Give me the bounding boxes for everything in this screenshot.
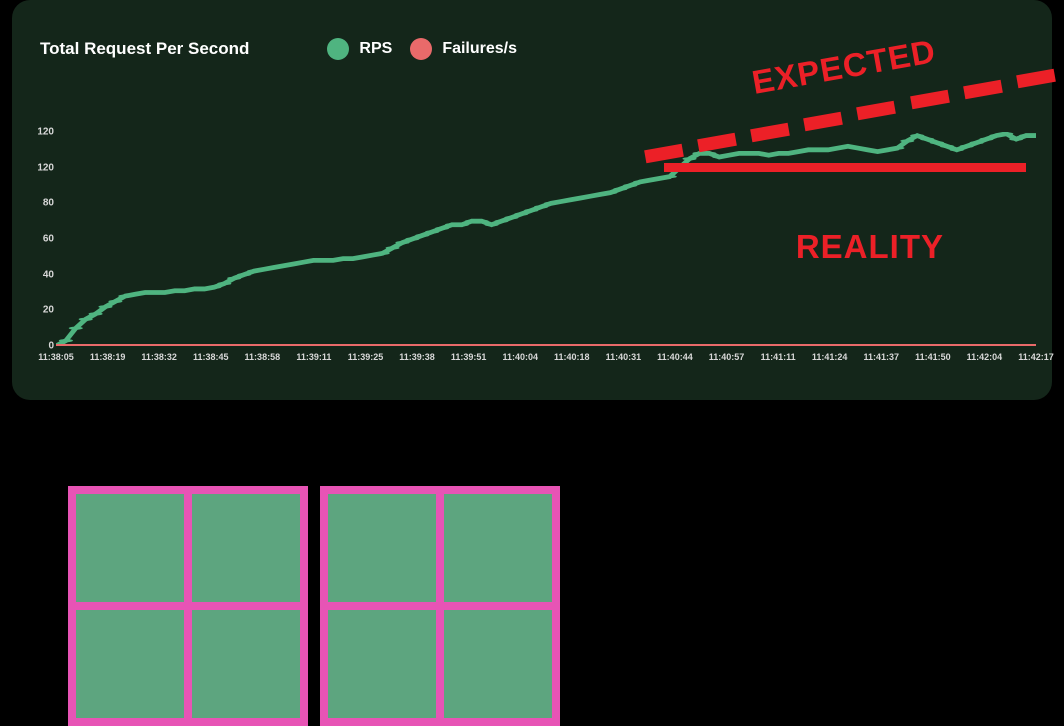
- y-tick: 0: [28, 341, 54, 352]
- x-tick: 11:38:32: [141, 352, 177, 362]
- expected-dash: [803, 112, 843, 131]
- x-tick: 11:38:05: [38, 352, 74, 362]
- chart-header: Total Request Per Second RPS Failures/s: [40, 38, 517, 60]
- grid-cell: [192, 610, 300, 718]
- x-tick: 11:42:17: [1018, 352, 1054, 362]
- x-tick: 11:40:18: [554, 352, 590, 362]
- grids-container: [68, 486, 560, 726]
- reality-overlay-bar: [664, 163, 1027, 172]
- x-tick: 11:38:58: [245, 352, 281, 362]
- grid-block: [68, 486, 308, 726]
- legend-dot-failures: [410, 38, 432, 60]
- grid-block: [320, 486, 560, 726]
- x-tick: 11:40:57: [709, 352, 745, 362]
- x-tick: 11:39:25: [348, 352, 384, 362]
- y-tick: 40: [28, 269, 54, 280]
- y-tick: 120: [28, 162, 54, 173]
- x-tick: 11:38:45: [193, 352, 229, 362]
- x-axis: 11:38:0511:38:1911:38:3211:38:4511:38:58…: [56, 352, 1036, 366]
- x-tick: 11:39:38: [399, 352, 435, 362]
- expected-dash: [1016, 69, 1056, 88]
- expected-dash: [963, 80, 1003, 99]
- y-tick: 80: [28, 198, 54, 209]
- grid-cell: [328, 610, 436, 718]
- x-tick: 11:40:04: [502, 352, 538, 362]
- legend-dot-rps: [327, 38, 349, 60]
- grid-cell: [444, 610, 552, 718]
- x-tick: 11:38:19: [90, 352, 126, 362]
- grid-cell: [192, 494, 300, 602]
- grid-cell: [76, 610, 184, 718]
- y-tick: 120: [28, 127, 54, 138]
- x-tick: 11:39:51: [451, 352, 487, 362]
- x-tick: 11:41:11: [761, 352, 796, 362]
- grid-cell: [444, 494, 552, 602]
- y-tick: 60: [28, 234, 54, 245]
- x-tick: 11:41:24: [812, 352, 848, 362]
- grid-cell: [328, 494, 436, 602]
- y-axis: 020406080120120: [28, 132, 54, 346]
- x-tick: 11:42:04: [967, 352, 1003, 362]
- legend-item-failures: Failures/s: [410, 38, 517, 60]
- x-tick: 11:39:11: [296, 352, 331, 362]
- legend-item-rps: RPS: [327, 38, 392, 60]
- grid-cell: [76, 494, 184, 602]
- legend-label-rps: RPS: [359, 40, 392, 58]
- expected-dash: [910, 90, 950, 109]
- chart-title: Total Request Per Second: [40, 39, 249, 59]
- chart-panel: Total Request Per Second RPS Failures/s …: [12, 0, 1052, 400]
- y-tick: 20: [28, 305, 54, 316]
- legend-label-failures: Failures/s: [442, 40, 517, 58]
- x-tick: 11:40:44: [657, 352, 693, 362]
- annotation-expected: EXPECTED: [749, 32, 939, 102]
- expected-dash: [857, 101, 897, 120]
- plot-area: 020406080120120 11:38:0511:38:1911:38:32…: [56, 132, 1036, 362]
- x-tick: 11:41:50: [915, 352, 951, 362]
- x-tick: 11:40:31: [606, 352, 642, 362]
- x-tick: 11:41:37: [863, 352, 899, 362]
